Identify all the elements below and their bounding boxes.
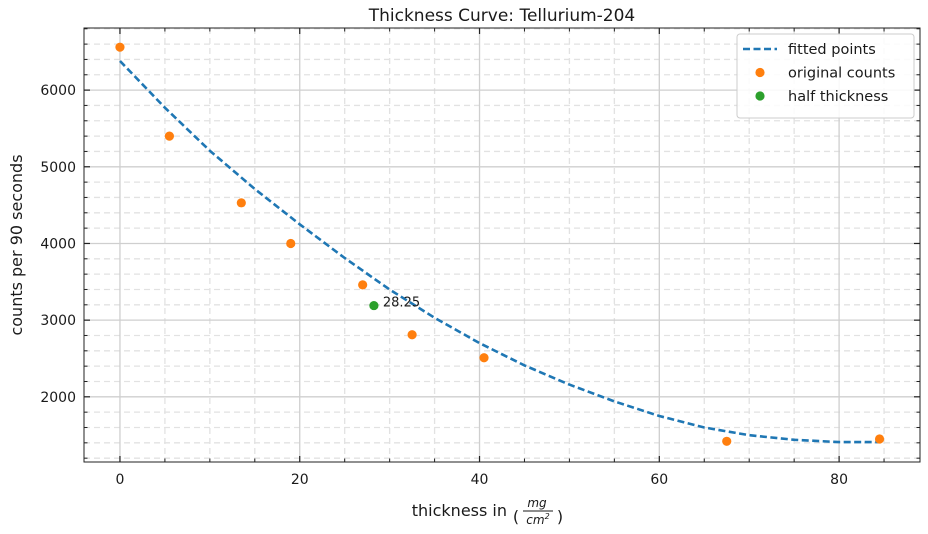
legend-swatch-half-thickness [755,91,765,101]
x-axis-unit-exponent: 2 [545,512,550,521]
original-counts-point [236,198,246,208]
y-tick-label: 5000 [40,160,76,176]
half-thickness-point [369,300,379,311]
y-axis-title: counts per 90 seconds [7,154,26,335]
original-counts-point [722,436,732,446]
x-tick-label: 20 [291,472,309,488]
legend-box [736,33,915,119]
original-counts-point [164,131,174,141]
original-counts-point [358,280,368,290]
x-axis-title: thickness in ( mg cm2 ) [412,496,563,527]
legend-label-original-counts: original counts [788,66,895,82]
x-axis-unit-denominator-base: cm [526,513,544,527]
y-tick-label: 6000 [40,83,76,99]
series-layer [115,42,885,446]
half-thickness-annotation: 28.25 [383,296,420,311]
y-tick-label: 4000 [40,236,76,252]
original-counts-point [479,353,489,363]
x-axis-unit-numerator: mg [527,496,547,510]
original-counts-point [407,330,417,340]
y-tick-label: 3000 [40,313,76,329]
x-tick-label: 0 [115,472,124,488]
x-axis-paren-left: ( [513,507,519,526]
x-tick-label: 40 [471,472,489,488]
x-axis-paren-right: ) [557,507,563,526]
original-counts-point [286,238,296,249]
legend-label-half-thickness: half thickness [788,89,888,105]
original-counts-point [874,434,885,444]
x-axis-unit-denominator: cm2 [526,512,549,527]
chart-title: Thickness Curve: Tellurium-204 [368,6,636,26]
annotation-layer: 28.25 [383,296,420,311]
y-tick-label: 2000 [40,390,76,406]
x-tick-label: 80 [830,472,848,488]
axis-ticks: 0 20 40 60 80 2000 3000 4000 5000 6000 [40,28,920,488]
x-axis-title-prefix: thickness in [412,501,507,520]
original-counts-point [115,42,125,52]
legend-swatch-original-counts [755,67,765,78]
fitted-points-line [119,60,880,444]
legend-label-fitted-points: fitted points [788,42,876,58]
legend: fitted points original counts half thickne… [736,33,915,119]
x-tick-label: 60 [650,472,668,488]
plot-frame [83,27,921,463]
minor-gridlines [84,28,920,462]
